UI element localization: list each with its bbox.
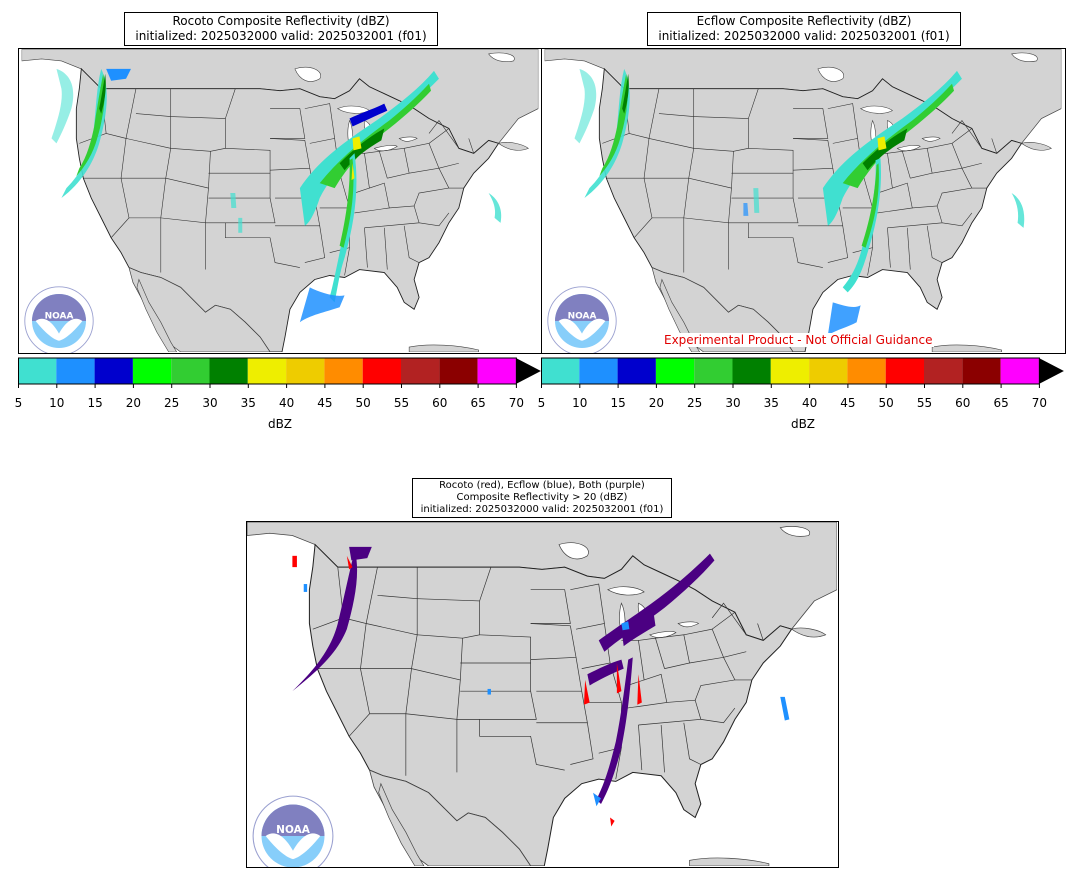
- colorbar-segment: [617, 358, 656, 384]
- colorbar-extend-arrow: [515, 358, 541, 384]
- map-difference-svg: [247, 522, 837, 866]
- panel-title-rocoto: Rocoto Composite Reflectivity (dBZ) init…: [124, 12, 438, 46]
- colorbar-tick-label: 15: [610, 396, 626, 410]
- colorbar-tick-label: 65: [470, 396, 486, 410]
- colorbar-tick-label: 40: [278, 396, 295, 410]
- colorbar-tick-label: 25: [164, 396, 180, 410]
- noaa-logo: [23, 285, 95, 354]
- colorbar-tick-label: 20: [648, 396, 665, 410]
- colorbar-tick-label: 40: [801, 396, 818, 410]
- colorbar-segment: [56, 358, 95, 384]
- colorbar-segment: [847, 358, 886, 384]
- colorbar-tick-label: 60: [955, 396, 971, 410]
- colorbar-tick-label: 35: [240, 396, 256, 410]
- colorbar-segment: [324, 358, 363, 384]
- colorbar-tick-label: 30: [202, 396, 218, 410]
- colorbar-tick-label: 5: [14, 396, 23, 410]
- reflectivity-ecflow: [574, 68, 1025, 336]
- map-ecflow-svg: [542, 49, 1064, 352]
- colorbar-segment: [439, 358, 478, 384]
- colorbar-segment: [94, 358, 133, 384]
- map-rocoto-svg: [19, 49, 541, 352]
- colorbar-segment: [885, 358, 924, 384]
- map-ecflow: Experimental Product - Not Official Guid…: [541, 48, 1066, 354]
- colorbar-tick-label: 65: [993, 396, 1009, 410]
- disclaimer-label: Experimental Product - Not Official Guid…: [662, 333, 935, 347]
- colorbar-tick-label: 10: [49, 396, 65, 410]
- colorbar-tick-label: 60: [432, 396, 448, 410]
- colorbar-segment: [401, 358, 440, 384]
- colorbar-segment: [541, 358, 580, 384]
- colorbar-tick-label: 15: [87, 396, 103, 410]
- colorbar-ecflow: 5 10 15 20 25 30 35 40 45 50 55 60 65 70 dBZ: [537, 357, 1067, 431]
- colorbar-segment: [732, 358, 771, 384]
- colorbar-tick-label: 70: [1031, 396, 1048, 410]
- colorbar-tick-label: 55: [393, 396, 410, 410]
- panel-title-line3: initialized: 2025032000 valid: 202503200…: [420, 504, 664, 515]
- colorbar-ecflow-svg: [541, 357, 1064, 388]
- colorbar-segment: [962, 358, 1001, 384]
- panel-title-line1: Rocoto Composite Reflectivity (dBZ): [172, 14, 390, 28]
- panel-title-line1: Ecflow Composite Reflectivity (dBZ): [696, 14, 912, 28]
- colorbar-tick-label: 45: [840, 396, 856, 410]
- colorbar-tick-label: 50: [878, 396, 894, 410]
- colorbar-segment: [809, 358, 848, 384]
- colorbar-tick-label: 50: [355, 396, 371, 410]
- colorbar-segment: [362, 358, 401, 384]
- colorbar-segment: [1000, 358, 1039, 384]
- map-difference: [246, 521, 839, 868]
- colorbar-tick-label: 70: [508, 396, 525, 410]
- colorbar-segment: [286, 358, 325, 384]
- panel-title-line2: initialized: 2025032000 valid: 202503200…: [135, 29, 427, 43]
- colorbar-segment: [171, 358, 210, 384]
- colorbar-segment: [924, 358, 963, 384]
- colorbar-segment: [655, 358, 695, 384]
- reflectivity-difference: [292, 546, 790, 827]
- colorbar-rocoto: 5 10 15 20 25 30 35 40 45 50 55 60 65 70 dBZ: [14, 357, 544, 431]
- panel-title-line2: initialized: 2025032000 valid: 202503200…: [658, 29, 950, 43]
- colorbar-tick-label: 5: [537, 396, 546, 410]
- colorbar-segment: [209, 358, 248, 384]
- colorbar-tick-label: 20: [125, 396, 142, 410]
- colorbar-tick-label: 45: [317, 396, 333, 410]
- colorbar-segment: [18, 358, 57, 384]
- colorbar-tick-label: 10: [572, 396, 588, 410]
- panel-title-difference: Rocoto (red), Ecflow (blue), Both (purpl…: [412, 478, 672, 518]
- colorbar-segment: [132, 358, 172, 384]
- panel-title-ecflow: Ecflow Composite Reflectivity (dBZ) init…: [647, 12, 961, 46]
- colorbar-unit-label: dBZ: [267, 417, 293, 431]
- panel-title-line2: Composite Reflectivity > 20 (dBZ): [456, 492, 628, 503]
- colorbar-segment: [247, 358, 287, 384]
- colorbar-tick-label: 55: [916, 396, 933, 410]
- map-rocoto: [18, 48, 543, 354]
- panel-title-line1: Rocoto (red), Ecflow (blue), Both (purpl…: [439, 480, 645, 491]
- colorbar-tick-label: 30: [725, 396, 741, 410]
- noaa-logo: [251, 794, 335, 868]
- reflectivity-rocoto: [51, 68, 502, 323]
- colorbar-tick-label: 35: [763, 396, 779, 410]
- colorbar-tick-label: 25: [687, 396, 703, 410]
- colorbar-extend-arrow: [1038, 358, 1064, 384]
- colorbar-segment: [694, 358, 733, 384]
- colorbar-rocoto-svg: [18, 357, 541, 388]
- noaa-logo: [546, 285, 618, 354]
- colorbar-segment: [770, 358, 810, 384]
- colorbar-segment: [579, 358, 618, 384]
- colorbar-segment: [477, 358, 516, 384]
- colorbar-unit-label: dBZ: [790, 417, 816, 431]
